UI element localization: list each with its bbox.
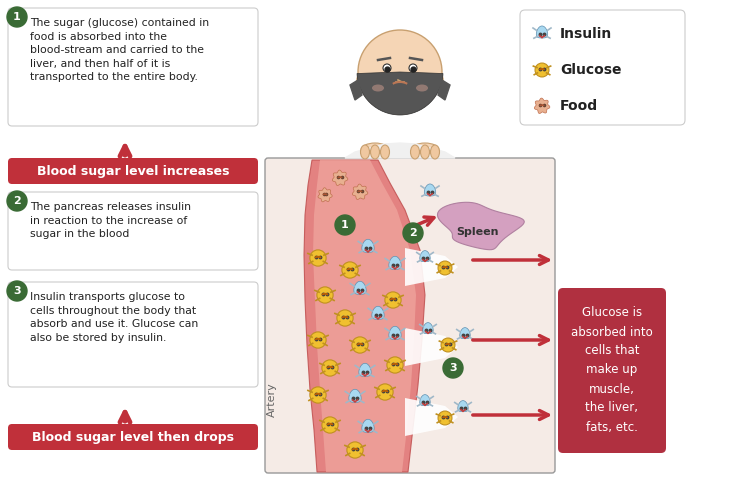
Polygon shape: [389, 326, 401, 339]
Circle shape: [409, 64, 417, 72]
Wedge shape: [357, 72, 443, 115]
Text: Glucose: Glucose: [560, 63, 621, 77]
Circle shape: [387, 357, 403, 373]
Polygon shape: [349, 389, 361, 402]
Polygon shape: [536, 26, 548, 38]
Circle shape: [342, 262, 358, 278]
Ellipse shape: [357, 72, 367, 87]
Polygon shape: [460, 328, 470, 339]
Text: 2: 2: [13, 196, 21, 206]
Text: 3: 3: [13, 286, 21, 296]
Text: 2: 2: [409, 228, 417, 238]
Circle shape: [322, 417, 338, 433]
Text: Spleen: Spleen: [457, 227, 499, 237]
Polygon shape: [333, 170, 348, 185]
Polygon shape: [423, 323, 433, 334]
Polygon shape: [438, 80, 450, 100]
Polygon shape: [354, 281, 366, 294]
Circle shape: [383, 64, 391, 72]
Polygon shape: [353, 184, 368, 200]
Text: The sugar (glucose) contained in
food is absorbed into the
blood-stream and carr: The sugar (glucose) contained in food is…: [30, 18, 209, 83]
FancyBboxPatch shape: [8, 282, 258, 387]
Circle shape: [337, 310, 353, 326]
Circle shape: [310, 250, 326, 266]
Ellipse shape: [380, 145, 390, 159]
Polygon shape: [304, 160, 425, 472]
Ellipse shape: [372, 84, 384, 92]
Polygon shape: [362, 240, 374, 252]
Circle shape: [377, 384, 393, 400]
Ellipse shape: [411, 143, 439, 157]
Polygon shape: [405, 248, 458, 286]
Ellipse shape: [411, 145, 420, 159]
Circle shape: [443, 358, 463, 378]
Text: Insulin: Insulin: [560, 27, 612, 41]
Text: Blood sugar level then drops: Blood sugar level then drops: [32, 431, 234, 444]
FancyBboxPatch shape: [265, 158, 555, 473]
Circle shape: [7, 191, 27, 211]
Ellipse shape: [433, 72, 443, 87]
Circle shape: [438, 261, 452, 275]
Polygon shape: [345, 143, 455, 158]
Circle shape: [310, 387, 326, 403]
Circle shape: [385, 292, 401, 308]
FancyBboxPatch shape: [8, 158, 258, 184]
Circle shape: [322, 360, 338, 376]
Polygon shape: [420, 251, 430, 262]
Polygon shape: [420, 395, 430, 406]
FancyBboxPatch shape: [520, 10, 685, 125]
Polygon shape: [534, 98, 550, 113]
Circle shape: [335, 215, 355, 235]
Text: Artery: Artery: [267, 383, 277, 418]
Polygon shape: [350, 80, 362, 100]
Ellipse shape: [416, 84, 428, 92]
Circle shape: [310, 332, 326, 348]
Text: Insulin transports glucose to
cells throughout the body that
absorb and use it. : Insulin transports glucose to cells thro…: [30, 292, 198, 343]
Polygon shape: [318, 188, 332, 202]
Polygon shape: [313, 160, 416, 472]
FancyBboxPatch shape: [8, 8, 258, 126]
Ellipse shape: [361, 145, 370, 159]
Text: The pancreas releases insulin
in reaction to the increase of
sugar in the blood: The pancreas releases insulin in reactio…: [30, 202, 191, 239]
Text: Blood sugar level increases: Blood sugar level increases: [36, 165, 229, 178]
Polygon shape: [389, 256, 401, 269]
Circle shape: [7, 7, 27, 27]
Polygon shape: [359, 363, 371, 376]
Circle shape: [347, 442, 363, 458]
Circle shape: [535, 63, 549, 77]
Circle shape: [403, 223, 423, 243]
Circle shape: [358, 30, 442, 114]
Text: 3: 3: [449, 363, 457, 373]
Circle shape: [438, 411, 452, 425]
FancyBboxPatch shape: [8, 424, 258, 450]
Ellipse shape: [431, 145, 440, 159]
Polygon shape: [424, 184, 436, 196]
Ellipse shape: [420, 145, 429, 159]
Circle shape: [7, 281, 27, 301]
Text: 1: 1: [341, 220, 349, 230]
Polygon shape: [405, 328, 458, 366]
Ellipse shape: [361, 143, 389, 157]
Circle shape: [441, 338, 455, 352]
Text: Glucose is
absorbed into
cells that
make up
muscle,
the liver,
fats, etc.: Glucose is absorbed into cells that make…: [571, 307, 653, 433]
Polygon shape: [362, 420, 374, 432]
FancyBboxPatch shape: [558, 288, 666, 453]
Ellipse shape: [371, 145, 379, 159]
FancyBboxPatch shape: [8, 192, 258, 270]
Polygon shape: [372, 306, 384, 319]
Polygon shape: [405, 398, 458, 436]
Text: 1: 1: [13, 12, 21, 22]
Polygon shape: [458, 401, 468, 412]
Polygon shape: [437, 202, 525, 250]
Circle shape: [352, 337, 368, 353]
Text: Food: Food: [560, 99, 598, 113]
Circle shape: [317, 287, 333, 303]
